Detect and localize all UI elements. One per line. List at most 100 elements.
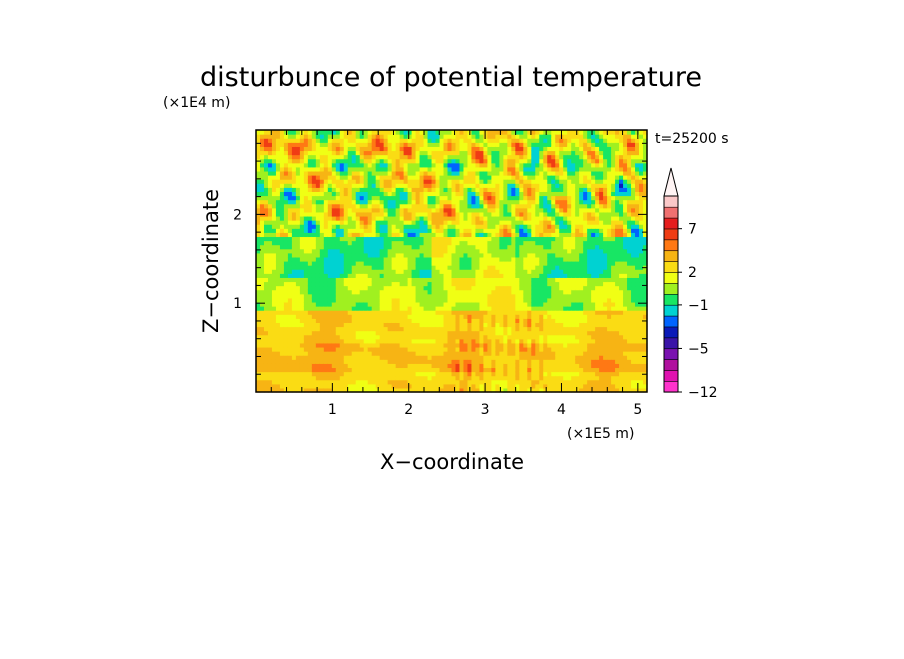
heatmap-cell xyxy=(455,252,461,258)
heatmap-cell xyxy=(331,277,337,283)
heatmap-cell xyxy=(463,244,469,250)
heatmap-cell xyxy=(295,256,301,262)
heatmap-cell xyxy=(271,232,277,238)
heatmap-cell xyxy=(419,240,425,246)
heatmap-cell xyxy=(455,322,461,328)
heatmap-cell xyxy=(467,187,473,192)
heatmap-cell xyxy=(515,224,520,229)
heatmap-cell xyxy=(439,318,445,323)
heatmap-cell xyxy=(307,318,313,323)
heatmap-cell xyxy=(287,179,293,184)
heatmap-cell xyxy=(455,179,461,184)
heatmap-cell xyxy=(503,130,508,135)
heatmap-cell xyxy=(315,236,321,242)
heatmap-cell xyxy=(299,236,305,242)
heatmap-cell xyxy=(271,158,277,164)
heatmap-cell xyxy=(515,383,520,389)
heatmap-cell xyxy=(259,346,265,352)
heatmap-cell xyxy=(455,293,461,299)
heatmap-cell xyxy=(471,306,477,311)
heatmap-cell xyxy=(451,342,457,348)
heatmap-cell xyxy=(463,334,469,340)
heatmap-cell xyxy=(407,203,413,209)
heatmap-cell xyxy=(295,236,301,242)
heatmap-cell xyxy=(415,142,421,147)
heatmap-cell xyxy=(563,289,568,295)
heatmap-cell xyxy=(327,170,333,176)
heatmap-cell xyxy=(475,195,481,201)
heatmap-cell xyxy=(527,236,532,242)
heatmap-cell xyxy=(431,158,437,164)
heatmap-cell xyxy=(295,183,301,188)
heatmap-cell xyxy=(451,130,457,135)
heatmap-cell xyxy=(311,215,317,221)
heatmap-cell xyxy=(559,322,564,328)
heatmap-cell xyxy=(295,244,301,250)
heatmap-cell xyxy=(475,387,481,393)
heatmap-cell xyxy=(411,301,417,307)
heatmap-cell xyxy=(499,355,504,360)
heatmap-cell xyxy=(383,285,389,291)
heatmap-cell xyxy=(263,306,269,311)
heatmap-cell xyxy=(547,236,552,242)
heatmap-cell xyxy=(327,265,333,270)
heatmap-cell xyxy=(339,207,345,213)
heatmap-cell xyxy=(327,224,333,229)
heatmap-cell xyxy=(471,207,477,213)
heatmap-cell xyxy=(479,256,485,262)
heatmap-cell xyxy=(479,285,485,291)
heatmap-cell xyxy=(531,154,536,160)
heatmap-cell xyxy=(479,232,485,238)
heatmap-cell xyxy=(279,318,285,323)
heatmap-cell xyxy=(279,220,285,225)
time-label: t=25200 s xyxy=(655,131,729,147)
heatmap-cell xyxy=(551,187,556,192)
heatmap-cell xyxy=(347,293,353,299)
heatmap-cell xyxy=(551,146,556,152)
heatmap-cell xyxy=(395,228,401,233)
heatmap-cell xyxy=(379,371,385,377)
heatmap-cell xyxy=(479,142,485,147)
heatmap-cell xyxy=(351,179,357,184)
heatmap-cell xyxy=(423,220,429,225)
heatmap-cell xyxy=(323,285,329,291)
heatmap-cell xyxy=(335,179,341,184)
heatmap-cell xyxy=(527,261,532,266)
heatmap-cell xyxy=(279,236,285,242)
heatmap-cell xyxy=(263,199,269,205)
heatmap-cell xyxy=(379,351,385,356)
heatmap-cell xyxy=(299,334,305,340)
heatmap-cell xyxy=(327,359,333,364)
heatmap-cell xyxy=(363,277,369,283)
heatmap-cell xyxy=(535,281,540,287)
heatmap-cell xyxy=(347,191,353,197)
heatmap-cell xyxy=(343,130,349,135)
heatmap-cell xyxy=(447,211,453,217)
heatmap-cell xyxy=(263,142,269,147)
heatmap-cell xyxy=(539,240,544,246)
heatmap-cell xyxy=(455,318,461,323)
heatmap-cell xyxy=(395,150,401,156)
heatmap-cell xyxy=(291,342,297,348)
heatmap-cell xyxy=(379,326,385,332)
heatmap-cell xyxy=(327,220,333,225)
heatmap-cell xyxy=(319,215,325,221)
heatmap-cell xyxy=(347,277,353,283)
heatmap-cell xyxy=(451,183,457,188)
heatmap-cell xyxy=(471,142,477,147)
heatmap-cell xyxy=(363,134,369,139)
heatmap-cell xyxy=(275,236,281,242)
heatmap-cell xyxy=(267,199,273,205)
heatmap-cell xyxy=(279,166,285,172)
heatmap-cell xyxy=(327,203,333,209)
heatmap-cell xyxy=(471,265,477,270)
heatmap-cell xyxy=(303,351,309,356)
heatmap-cell xyxy=(555,195,560,201)
heatmap-cell xyxy=(287,371,293,377)
heatmap-cell xyxy=(411,215,417,221)
heatmap-cell xyxy=(299,281,305,287)
heatmap-cell xyxy=(483,236,489,242)
heatmap-cell xyxy=(435,265,441,270)
heatmap-cell xyxy=(455,363,461,369)
heatmap-cell xyxy=(555,142,560,147)
